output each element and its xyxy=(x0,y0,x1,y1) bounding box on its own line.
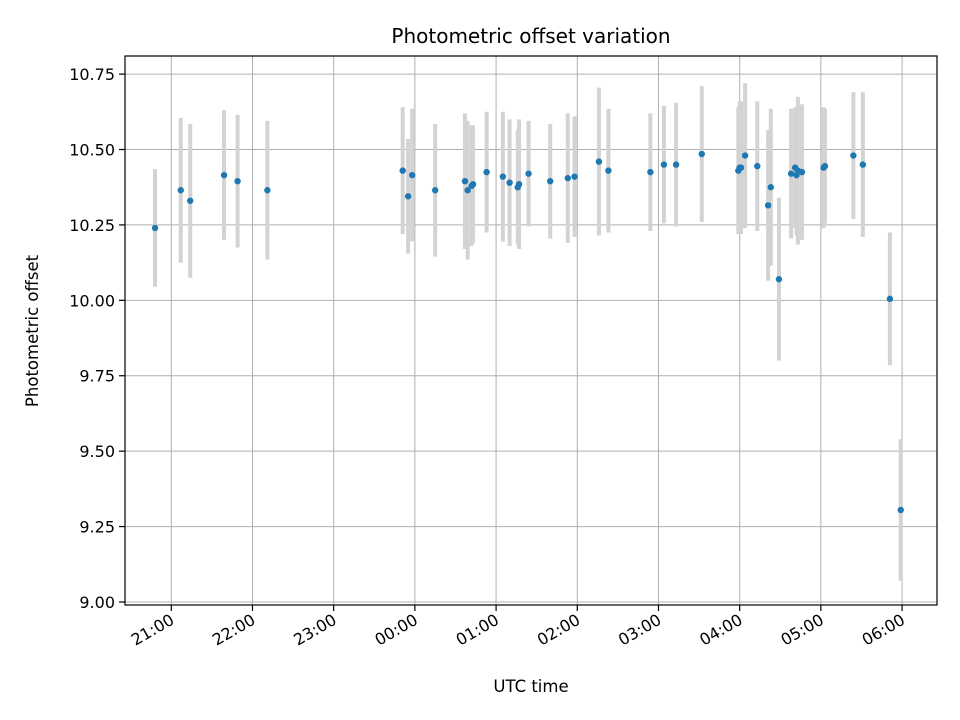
data-point xyxy=(754,162,761,170)
data-point xyxy=(737,164,745,171)
data-point xyxy=(647,168,654,176)
x-tick-label: 04:00 xyxy=(696,610,745,650)
data-point xyxy=(660,161,668,168)
data-point xyxy=(775,276,783,283)
data-point xyxy=(464,187,471,194)
data-point xyxy=(897,506,904,514)
data-point xyxy=(499,173,507,180)
x-tick-label: 21:00 xyxy=(128,610,177,650)
data-point xyxy=(525,170,532,177)
data-point xyxy=(506,179,513,186)
y-tick-label: 10.75 xyxy=(69,65,115,84)
data-point xyxy=(431,187,439,194)
data-point xyxy=(399,167,406,174)
data-point xyxy=(698,150,705,158)
data-point xyxy=(787,170,795,177)
data-point xyxy=(672,161,680,168)
data-point xyxy=(177,187,184,194)
data-point xyxy=(483,168,490,176)
x-tick-label: 02:00 xyxy=(534,610,583,650)
x-tick-label: 03:00 xyxy=(615,610,664,650)
data-point xyxy=(469,181,477,188)
data-point xyxy=(151,224,159,232)
x-axis-label: UTC time xyxy=(493,677,568,696)
plot-frame xyxy=(124,55,938,606)
data-point xyxy=(564,174,572,182)
data-point xyxy=(264,187,271,194)
data-point xyxy=(515,181,523,188)
data-point xyxy=(547,177,554,185)
data-point xyxy=(859,161,867,168)
data-point xyxy=(220,171,228,179)
axis-ticks: 9.00 9.25 9.50 9.75 10.00 10.25 10.50 10.75 21:0… xyxy=(69,65,908,649)
x-tick-label: 00:00 xyxy=(371,610,420,650)
x-tick-label: 05:00 xyxy=(777,610,826,650)
y-tick-label: 10.25 xyxy=(69,216,115,235)
data-point xyxy=(821,162,829,170)
data-point xyxy=(461,177,469,185)
data-point xyxy=(571,173,578,180)
x-tick-label: 06:00 xyxy=(859,610,908,650)
y-tick-label: 10.00 xyxy=(69,291,115,310)
y-tick-label: 9.25 xyxy=(79,518,115,537)
data-point xyxy=(767,184,775,191)
x-tick-label: 01:00 xyxy=(453,610,502,650)
y-tick-label: 9.50 xyxy=(79,442,115,461)
data-point xyxy=(187,197,194,204)
grid-lines xyxy=(125,56,937,605)
y-tick-label: 9.00 xyxy=(79,593,115,612)
data-point xyxy=(798,168,806,176)
data-point xyxy=(595,158,603,165)
data-points xyxy=(151,150,904,514)
data-point xyxy=(404,193,412,200)
y-axis-label: Photometric offset xyxy=(23,254,42,407)
x-tick-label: 23:00 xyxy=(290,610,339,650)
chart-title: Photometric offset variation xyxy=(391,24,670,48)
y-tick-label: 9.75 xyxy=(79,367,115,386)
data-point xyxy=(850,152,857,159)
x-tick-label: 22:00 xyxy=(209,610,258,650)
data-point xyxy=(605,167,612,174)
data-point xyxy=(234,177,241,185)
y-tick-label: 10.50 xyxy=(69,141,115,160)
data-point xyxy=(408,171,416,179)
data-point xyxy=(741,152,749,159)
error-bars xyxy=(153,83,903,581)
data-point xyxy=(886,295,894,303)
data-point xyxy=(764,202,772,209)
